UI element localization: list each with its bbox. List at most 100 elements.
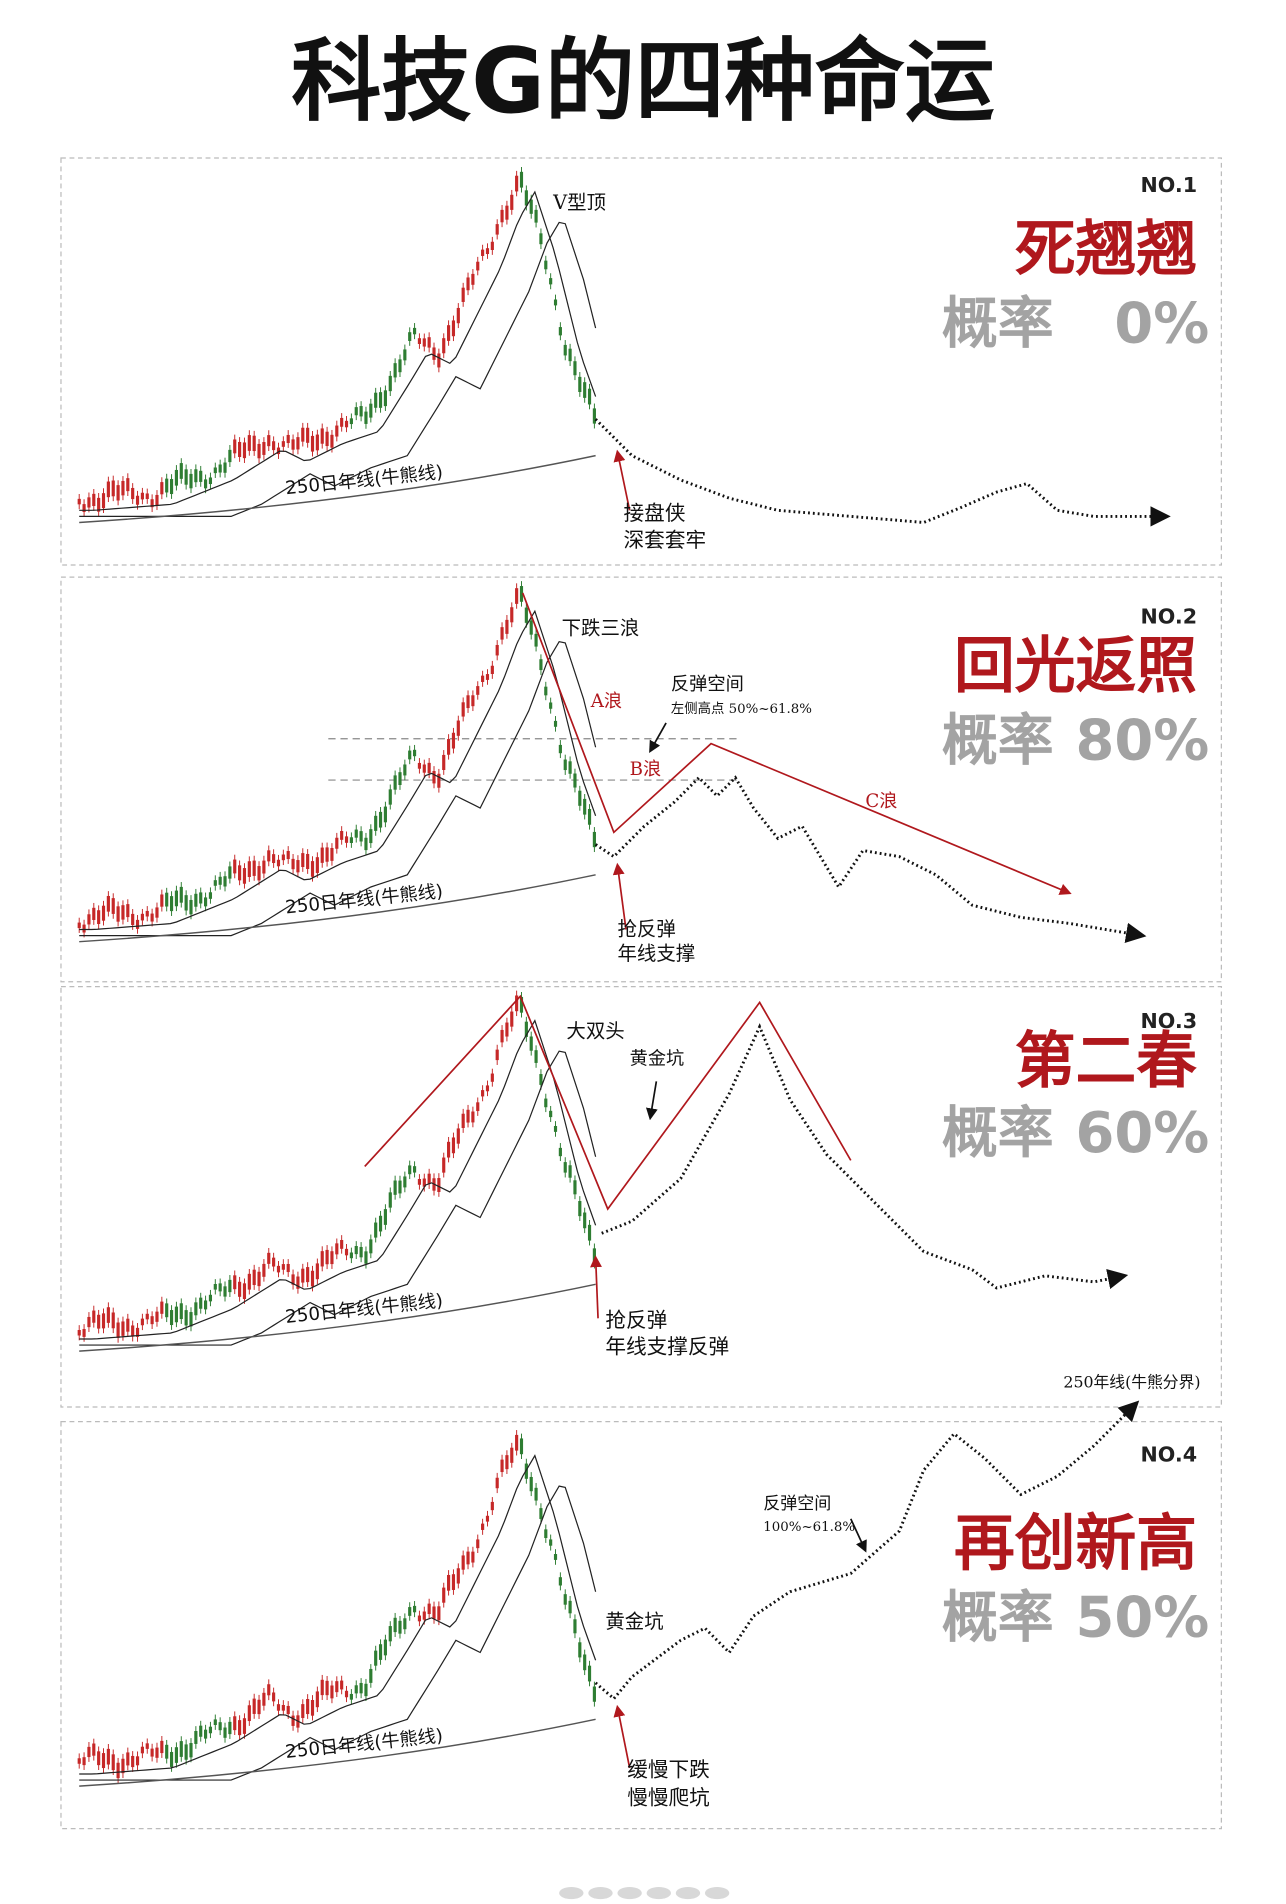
candle-body: [184, 1310, 188, 1326]
candle-body: [242, 442, 247, 459]
candle-body: [524, 190, 528, 206]
candle-body: [451, 1574, 456, 1590]
candle-body: [481, 249, 485, 256]
candle-body: [500, 627, 504, 640]
candle-body: [549, 702, 553, 709]
candle-body: [466, 1109, 470, 1123]
candle-body: [194, 1302, 198, 1316]
candle-body: [383, 1639, 387, 1656]
candle-body: [301, 853, 305, 868]
annotation: A浪: [590, 691, 622, 712]
candle-body: [485, 1515, 490, 1522]
candle-body: [126, 478, 130, 492]
candle-body: [388, 1192, 392, 1208]
candle-body: [500, 209, 504, 223]
candle-body: [174, 1747, 178, 1763]
candle-body: [505, 205, 509, 220]
year-line: [79, 1718, 596, 1787]
candle-body: [262, 860, 266, 874]
scenario-number: NO.1: [1140, 173, 1197, 197]
annotation: B浪: [630, 759, 662, 780]
candle-body: [534, 1487, 538, 1501]
candle-body: [135, 495, 140, 505]
candle-body: [97, 910, 101, 925]
candle-body: [388, 789, 392, 805]
candle-body: [330, 1685, 334, 1699]
candle-body: [340, 417, 344, 427]
candle-body: [553, 720, 558, 727]
candle-body: [111, 480, 115, 497]
candle-body: [257, 866, 261, 881]
candle-body: [349, 418, 353, 425]
candle-body: [92, 493, 96, 507]
candle-body: [208, 892, 213, 899]
annotation: 深套套牢: [624, 528, 707, 552]
candle-body: [150, 913, 154, 922]
candle-body: [466, 695, 470, 709]
candle-body: [131, 1755, 135, 1768]
candle-body: [495, 1477, 499, 1489]
candle-body: [77, 498, 81, 505]
candle-body: [398, 1180, 402, 1194]
candle-body: [481, 675, 485, 682]
candle-body: [228, 1279, 232, 1293]
candle-body: [101, 493, 106, 509]
footer: [559, 1886, 730, 1900]
candle-body: [238, 441, 242, 457]
candle-body: [568, 348, 572, 362]
candle-body: [315, 857, 319, 873]
candle-body: [262, 1692, 266, 1706]
candle-body: [116, 485, 120, 501]
candle-body: [587, 808, 592, 825]
candle-body: [549, 278, 553, 285]
candle-body: [374, 1650, 378, 1666]
annotation: 接盘侠: [624, 501, 686, 525]
candle-body: [247, 1705, 251, 1722]
candle-body: [203, 1729, 208, 1739]
candle-body: [500, 1459, 504, 1473]
candle-body: [145, 1743, 149, 1749]
candle-body: [92, 907, 96, 920]
candle-body: [490, 1501, 494, 1511]
annotation: V型顶: [552, 191, 606, 214]
candle-body: [218, 1722, 222, 1731]
candle-body: [106, 481, 110, 498]
candle-body: [442, 338, 446, 354]
annotation-arrow: [612, 862, 627, 930]
candle-body: [587, 1665, 592, 1682]
candle-body: [262, 442, 266, 455]
candle-body: [471, 695, 475, 707]
candle-body: [315, 1263, 319, 1280]
candle-body: [208, 1294, 213, 1302]
probability: 0%: [1114, 292, 1209, 357]
candle-body: [267, 1684, 271, 1696]
candle-body: [228, 1721, 232, 1735]
candle-body: [208, 1726, 213, 1734]
candle-body: [422, 764, 426, 773]
candle-body: [330, 847, 334, 861]
annotation: C浪: [865, 791, 897, 812]
candle-body: [242, 1718, 247, 1734]
candle-body: [169, 479, 174, 495]
candle-body: [369, 829, 373, 844]
candle-body: [461, 287, 465, 302]
candle-body: [301, 1704, 305, 1719]
candle-body: [529, 620, 533, 635]
candle-body: [534, 209, 538, 223]
candle-body: [476, 1539, 480, 1549]
candle-body: [203, 1300, 208, 1310]
candle-body: [189, 473, 193, 489]
candle-body: [213, 880, 217, 886]
candle-body: [519, 996, 524, 1013]
candle-body: [77, 1758, 81, 1764]
annotation: 反弹空间: [763, 1494, 831, 1514]
candle-body: [301, 427, 305, 442]
candle-body: [544, 1529, 548, 1539]
price-path: [594, 775, 1147, 943]
candle-body: [403, 349, 407, 361]
year-line: [79, 1283, 596, 1352]
probability-label: 概率: [942, 708, 1054, 773]
candle-body: [223, 876, 227, 887]
candle-body: [77, 922, 81, 929]
